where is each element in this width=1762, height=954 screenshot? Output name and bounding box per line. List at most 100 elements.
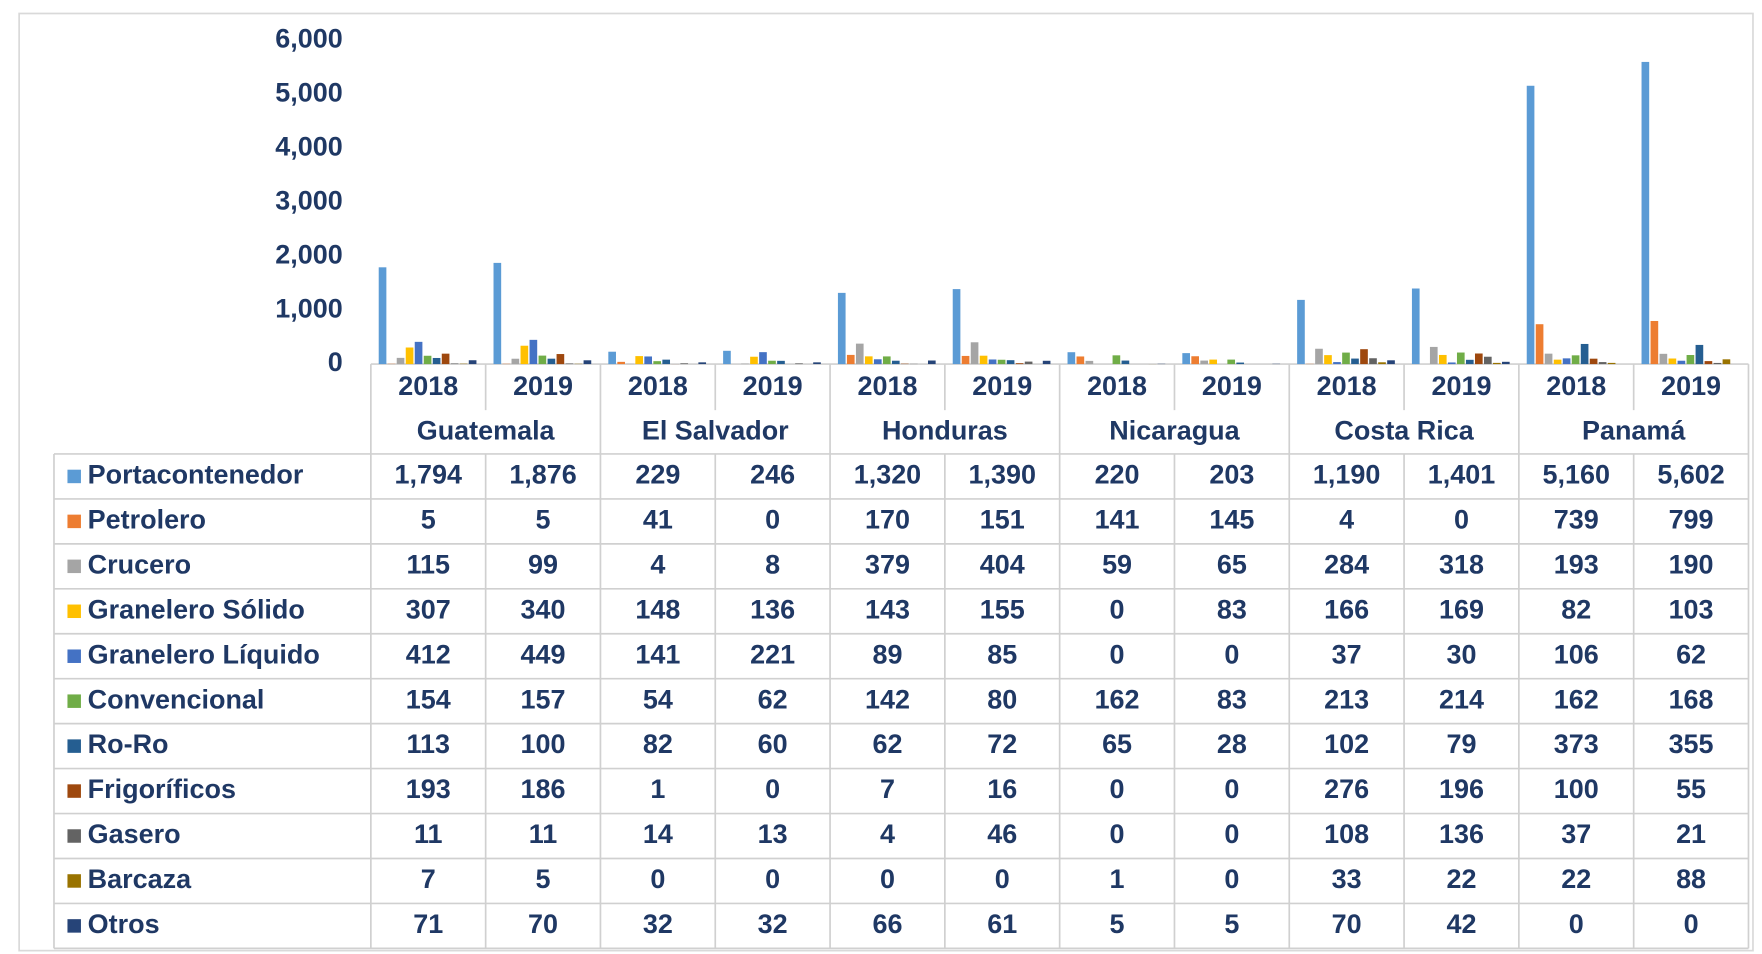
table-cell: 143 [865, 594, 910, 624]
bar [1182, 353, 1190, 365]
bar [927, 360, 936, 365]
bar [777, 360, 785, 365]
legend-swatch [67, 919, 81, 933]
bar [1677, 360, 1686, 365]
table-cell: 799 [1669, 505, 1714, 535]
table-cell: 154 [406, 684, 451, 714]
table-cell: 148 [635, 594, 680, 624]
x-tick-label: 2019 [1661, 371, 1721, 401]
bar [1015, 363, 1024, 365]
bar [450, 363, 459, 365]
bar [441, 353, 450, 365]
legend-label: Gasero [88, 819, 181, 849]
legend-swatch [67, 784, 81, 798]
table-cell: 88 [1676, 864, 1706, 894]
bar [952, 289, 961, 365]
bar [1695, 344, 1704, 365]
bar [511, 358, 520, 365]
table-cell: 739 [1554, 505, 1599, 535]
bar [547, 358, 556, 365]
bar [1535, 324, 1544, 365]
table-cell: 30 [1446, 639, 1476, 669]
table-cell: 318 [1439, 549, 1484, 579]
table-cell: 246 [750, 460, 795, 490]
table-cell: 89 [872, 639, 902, 669]
bar [1713, 362, 1722, 365]
table-cell: 28 [1217, 729, 1247, 759]
table-cell: 355 [1669, 729, 1714, 759]
x-tick-label: 2019 [1202, 371, 1262, 401]
bar [1483, 356, 1492, 365]
group-label: Panamá [1582, 416, 1686, 446]
bar [1387, 360, 1395, 365]
table-cell: 106 [1554, 639, 1599, 669]
table-cell: 1,401 [1428, 460, 1495, 490]
table-cell: 46 [987, 819, 1017, 849]
table-cell: 83 [1217, 684, 1247, 714]
table-cell: 157 [521, 684, 566, 714]
legend-label: Granelero Sólido [88, 594, 305, 624]
bar [1191, 356, 1199, 365]
bar [538, 355, 547, 365]
table-cell: 0 [995, 864, 1010, 894]
bar [837, 292, 846, 365]
table-cell: 33 [1332, 864, 1362, 894]
legend-swatch [67, 739, 81, 753]
table-cell: 5 [1110, 909, 1125, 939]
table-cell: 82 [1561, 594, 1591, 624]
table-cell: 0 [1684, 909, 1699, 939]
bar [1076, 356, 1085, 365]
bar [617, 361, 625, 365]
bar [1067, 352, 1076, 365]
table-cell: 162 [1554, 684, 1599, 714]
bar [583, 360, 592, 365]
bar [1112, 355, 1121, 365]
legend-swatch [67, 874, 81, 888]
table-cell: 55 [1676, 774, 1706, 804]
y-tick-label: 0 [328, 347, 343, 377]
table-cell: 66 [872, 909, 902, 939]
table-cell: 213 [1324, 684, 1369, 714]
table-cell: 62 [758, 684, 788, 714]
table-cell: 229 [635, 460, 680, 490]
table-cell: 16 [987, 774, 1017, 804]
table-cell: 85 [987, 639, 1017, 669]
table-cell: 0 [765, 864, 780, 894]
legend-swatch [67, 469, 81, 484]
bar [723, 350, 731, 365]
bar [864, 356, 873, 365]
bar [520, 345, 529, 365]
table-cell: 136 [1439, 819, 1484, 849]
bar [1438, 354, 1447, 365]
table-cell: 193 [1554, 549, 1599, 579]
table-cell: 1,320 [854, 460, 921, 490]
table-cell: 284 [1324, 549, 1369, 579]
table-cell: 1,390 [969, 460, 1036, 490]
table-cell: 145 [1209, 505, 1254, 535]
table-cell: 379 [865, 549, 910, 579]
bar [979, 355, 988, 365]
y-tick-label: 4,000 [275, 131, 342, 161]
table-cell: 1,876 [509, 460, 576, 490]
table-cell: 70 [528, 909, 558, 939]
bar [608, 351, 616, 365]
bar [1042, 360, 1051, 365]
table-cell: 108 [1324, 819, 1369, 849]
table-cell: 170 [865, 505, 910, 535]
legend-label: Ro-Ro [88, 729, 169, 759]
table-cell: 155 [980, 594, 1025, 624]
bar [1209, 359, 1218, 365]
bar [423, 355, 432, 365]
bar [1598, 362, 1607, 365]
table-cell: 70 [1332, 909, 1362, 939]
legend-swatch [67, 514, 81, 529]
bar [1544, 353, 1553, 365]
table-cell: 1,190 [1313, 460, 1380, 490]
bar [1722, 359, 1731, 365]
table-cell: 42 [1446, 909, 1476, 939]
legend-swatch [67, 559, 81, 574]
table-cell: 0 [1110, 594, 1125, 624]
chart-border [18, 12, 1754, 952]
table-cell: 373 [1554, 729, 1599, 759]
table-cell: 169 [1439, 594, 1484, 624]
